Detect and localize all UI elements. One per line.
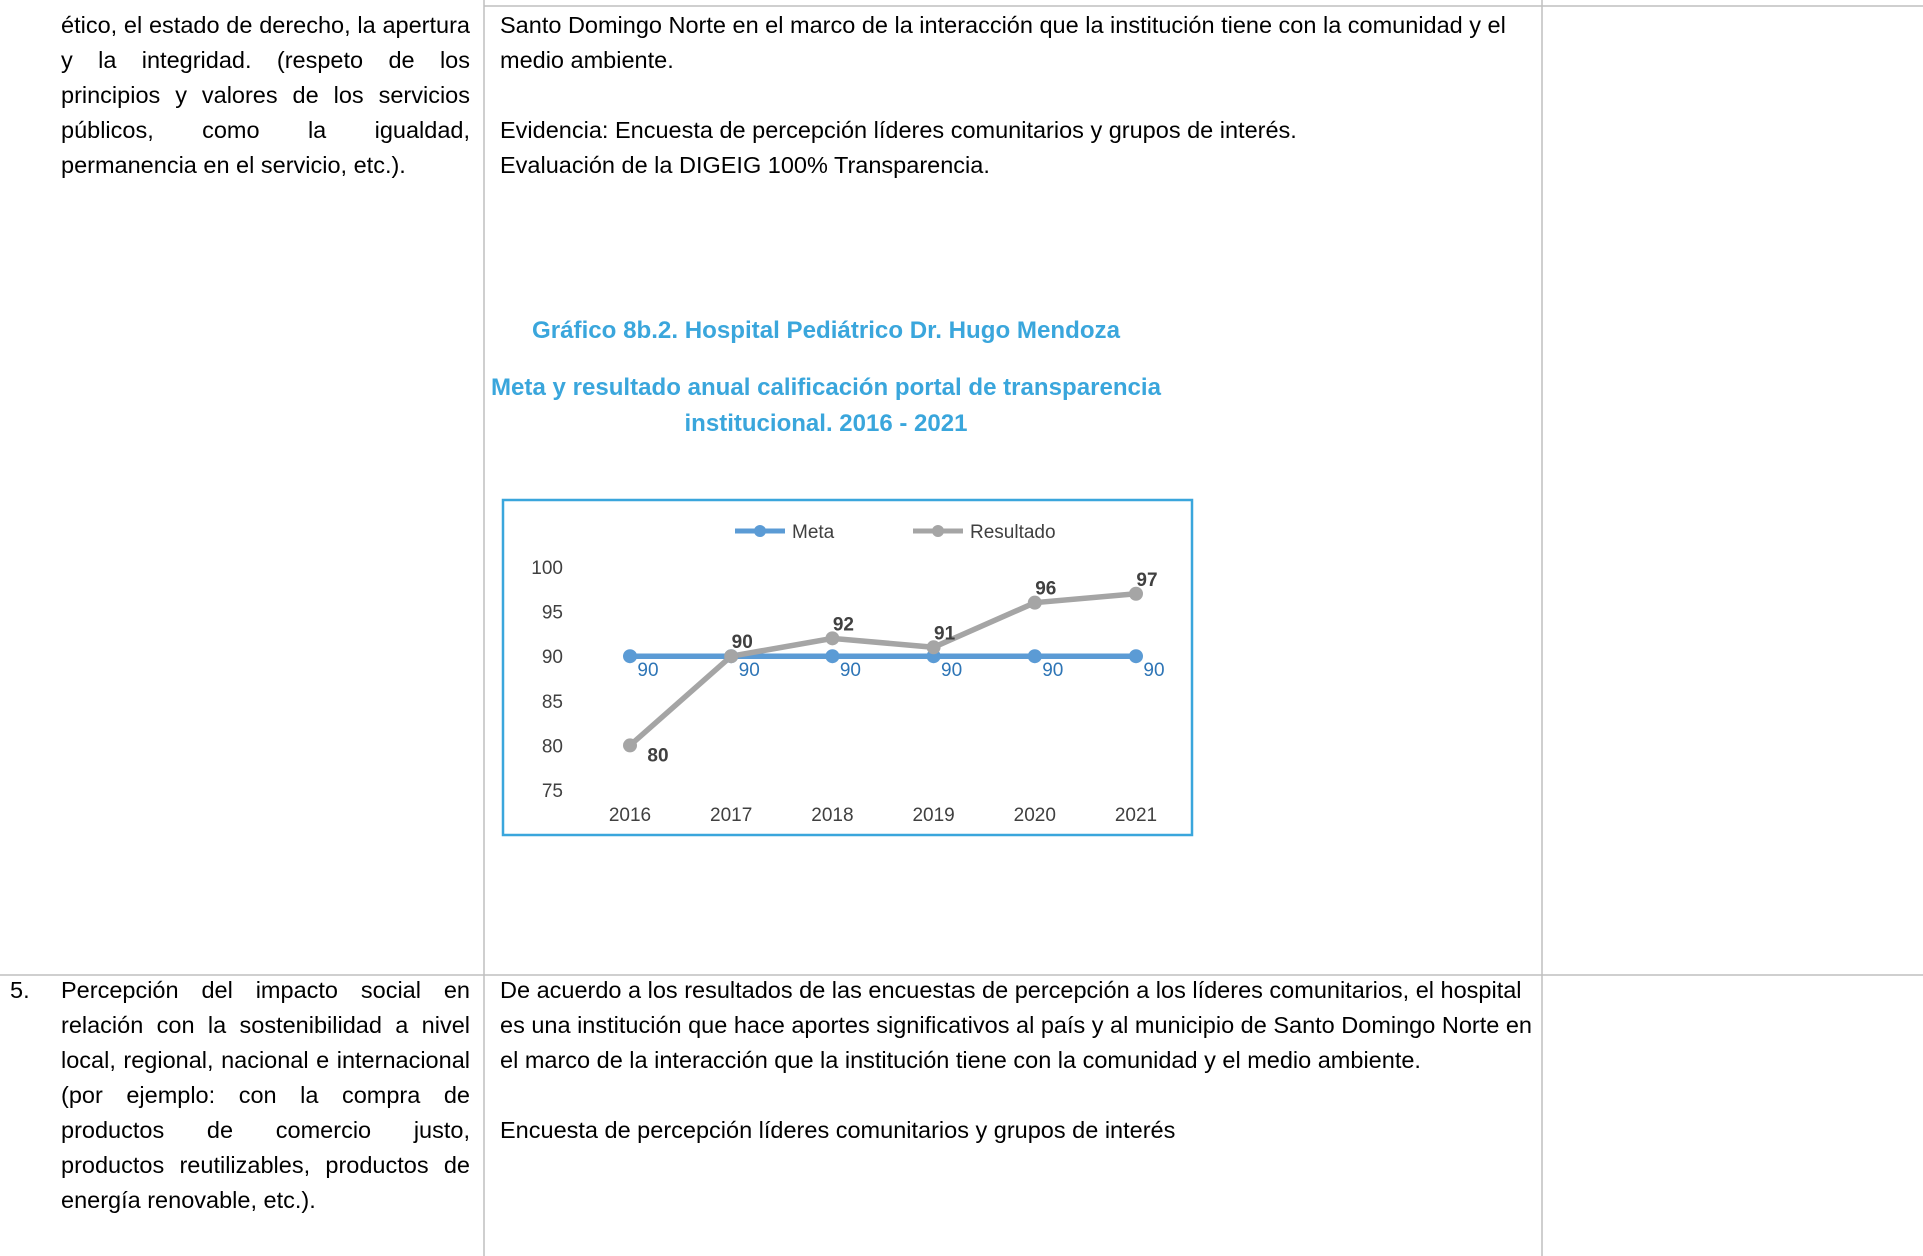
chart-subtitle: institucional. 2016 - 2021 [685,410,968,437]
data-point [623,649,637,664]
data-point [1027,595,1042,610]
x-tick-label: 2016 [609,805,651,826]
data-label: 90 [1042,660,1063,681]
x-tick-label: 2021 [1115,805,1157,826]
data-label: 92 [833,614,854,635]
data-label: 90 [941,660,962,681]
data-point [724,649,739,664]
cell-text: Santo Domingo Norte en el marco de la in… [500,8,1510,183]
series-line [628,591,1137,748]
data-label: 90 [840,660,861,681]
cell-text: ético, el estado de derecho, la apertura… [61,12,470,178]
chart-title: Gráfico 8b.2. Hospital Pediátrico Dr. Hu… [532,317,1121,344]
data-point [825,631,840,646]
legend-marker [932,525,944,537]
chart-subtitle: Meta y resultado anual calificación port… [491,374,1162,401]
legend-marker [754,525,766,537]
y-tick-label: 100 [531,558,563,579]
data-label: 90 [1143,660,1164,681]
y-tick-label: 80 [542,736,563,757]
x-tick-label: 2018 [811,805,853,826]
cell-text: Percepción del impacto social en relació… [61,977,470,1213]
data-point [1129,586,1143,601]
legend-label: Meta [792,522,835,543]
data-label: 90 [637,660,658,681]
data-point [825,649,840,664]
paragraph: Evidencia: Encuesta de percepción lídere… [500,117,1297,143]
y-tick-label: 75 [542,781,563,802]
data-label: 97 [1136,570,1157,591]
y-tick-label: 95 [542,603,563,624]
paragraph: Evaluación de la DIGEIG 100% Transparenc… [500,152,990,178]
data-point [1027,649,1042,664]
paragraph: De acuerdo a los resultados de las encue… [500,977,1532,1073]
x-tick-label: 2017 [710,805,752,826]
y-tick-label: 90 [542,647,563,668]
paragraph: Encuesta de percepción líderes comunitar… [500,1117,1176,1143]
data-label: 90 [739,660,760,681]
cell-text: De acuerdo a los resultados de las encue… [500,973,1535,1148]
list-number: 5. [10,977,30,1003]
data-label: 90 [732,632,753,653]
y-tick-label: 85 [542,692,563,713]
paragraph: Santo Domingo Norte en el marco de la in… [500,12,1506,73]
x-tick-label: 2020 [1014,805,1056,826]
data-label: 96 [1035,579,1056,600]
legend-label: Resultado [970,522,1056,543]
data-point [926,640,941,655]
data-point [1129,649,1143,664]
chart-frame [501,498,1194,837]
data-label: 80 [647,745,668,766]
data-point [623,738,637,753]
data-label: 91 [934,623,956,644]
x-tick-label: 2019 [912,805,954,826]
